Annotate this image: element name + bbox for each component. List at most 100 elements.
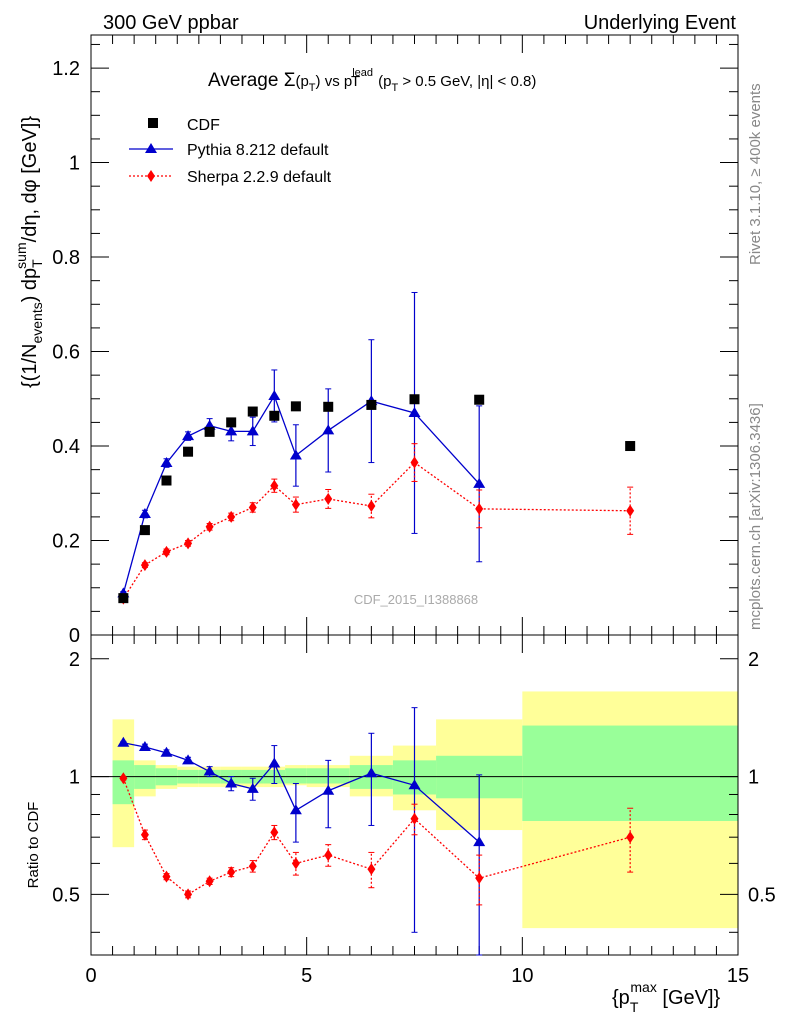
y-axis-label: {(1/Nevents) dpTsum/dη, dφ [GeV]} <box>13 116 45 388</box>
ylabel-e: sum <box>13 242 29 268</box>
data-layer <box>117 291 636 956</box>
sherpa-line <box>122 461 631 599</box>
sherpa-ratio-point <box>119 772 128 785</box>
cdf-point <box>323 401 334 412</box>
cdf-point <box>290 401 301 412</box>
sherpa-point <box>270 479 279 492</box>
sherpa-point <box>248 501 257 514</box>
legend-label-cdf: CDF <box>187 117 220 134</box>
pythia-point <box>225 425 238 436</box>
legend-marker-sherpa <box>147 170 155 182</box>
ylabel-a: {(1/N <box>19 344 41 388</box>
y-tick-label: 1 <box>69 153 80 175</box>
legend-label-sherpa: Sherpa 2.2.9 default <box>187 169 332 186</box>
sherpa-ratio-point <box>475 872 484 885</box>
ratio-bands <box>112 691 738 929</box>
ratio-tick-label-right: 2 <box>748 649 759 671</box>
ratio-y-label: Ratio to CDF <box>25 802 42 889</box>
cdf-point <box>269 410 280 421</box>
pythia-point <box>289 449 302 460</box>
pythia-point <box>322 424 335 435</box>
xlabel-sub: T <box>630 999 639 1015</box>
ratio-tick-label-right: 0.5 <box>748 884 776 906</box>
ylabel-f: /dη, dφ [GeV]} <box>19 116 41 243</box>
title-pt-open: (p <box>295 73 308 90</box>
ratio-tick-label: 1 <box>69 767 80 789</box>
sherpa-ratio-point <box>367 863 376 876</box>
cdf-point <box>183 446 194 457</box>
sherpa-point <box>367 500 376 513</box>
sherpa-ratio-point <box>291 857 300 870</box>
pythia-ratio-point <box>117 736 130 747</box>
title-sigma: Σ <box>284 70 296 91</box>
ratio-band-stat-8 <box>285 768 307 784</box>
y-tick-label: 1.2 <box>52 58 80 80</box>
pythia-ratio-point <box>365 767 378 778</box>
pythia-point <box>160 457 173 468</box>
pythia-ratio-point <box>182 754 195 765</box>
x-tick-label: 0 <box>85 965 96 987</box>
rivet-label: Rivet 3.1.10, ≥ 400k events <box>747 83 764 265</box>
ratio-tick-label-right: 1 <box>748 767 759 789</box>
sherpa-point <box>475 502 484 515</box>
ylabel-c: ) dp <box>19 268 41 302</box>
title-cut-open: (p <box>374 73 392 90</box>
title-lead-sup: lead <box>352 67 373 79</box>
header-left: 300 GeV ppbar <box>103 12 239 34</box>
pythia-point <box>138 508 151 519</box>
xlabel-close: [GeV]} <box>657 987 721 1009</box>
sherpa-ratio-point <box>205 875 214 888</box>
ratio-tick-label: 2 <box>69 649 80 671</box>
legend-marker-pythia <box>145 143 157 153</box>
title-vs: vs p <box>321 73 353 90</box>
header-right: Underlying Event <box>584 12 737 34</box>
xlabel-sup: max <box>630 979 656 995</box>
sherpa-point <box>291 498 300 511</box>
pythia-point <box>246 425 259 436</box>
cdf-point <box>118 593 129 604</box>
sherpa-point <box>626 504 635 517</box>
chart-title: Average Σ(pT) vs pleadT (pT > 0.5 GeV, |… <box>208 67 536 94</box>
sherpa-point <box>184 537 193 550</box>
pythia-ratio-point <box>408 779 421 790</box>
pythia-ratio-point <box>203 765 216 776</box>
sherpa-point <box>410 456 419 469</box>
sherpa-ratio-point <box>270 826 279 839</box>
ratio-band-stat-13 <box>522 725 738 821</box>
sherpa-ratio-point <box>227 866 236 879</box>
cdf-point <box>139 525 150 536</box>
sherpa-point <box>162 545 171 558</box>
xlabel-open: {p <box>612 987 630 1009</box>
title-cut-text: > 0.5 GeV, |η| < 0.8) <box>398 73 536 90</box>
sherpa-ratio-point <box>410 812 419 825</box>
legend-marker-cdf <box>148 118 158 128</box>
pythia-ratio-point <box>246 782 259 793</box>
x-tick-label: 10 <box>511 965 533 987</box>
y-tick-label: 0.6 <box>52 342 80 364</box>
title-pt-close: ) <box>316 73 321 90</box>
x-tick-label: 5 <box>301 965 312 987</box>
legend: CDF Pythia 8.212 default Sherpa 2.2.9 de… <box>129 117 332 186</box>
y-tick-label: 0.2 <box>52 531 80 553</box>
cdf-point <box>625 441 636 452</box>
cdf-point <box>409 394 420 405</box>
pythia-ratio-point <box>473 836 486 847</box>
cdf-point <box>247 406 258 417</box>
sherpa-point <box>140 559 149 572</box>
cdf-point <box>474 394 485 405</box>
pythia-ratio-point <box>268 757 281 768</box>
sherpa-ratio-point <box>324 849 333 862</box>
y-tick-label: 0.4 <box>52 436 80 458</box>
pythia-point <box>473 477 486 488</box>
y-tick-label: 0.8 <box>52 247 80 269</box>
pythia-ratio-point <box>160 746 173 757</box>
title-lead-sub-t: T <box>351 73 360 90</box>
sherpa-ratio-line <box>122 778 631 896</box>
legend-label-pythia: Pythia 8.212 default <box>187 142 329 159</box>
title-cut-sub: T <box>391 82 398 94</box>
x-tick-label: 15 <box>727 965 749 987</box>
mcplots-label: mcplots.cern.ch [arXiv:1306.3436] <box>747 403 764 630</box>
sherpa-point <box>324 492 333 505</box>
sherpa-ratio-point <box>162 870 171 883</box>
